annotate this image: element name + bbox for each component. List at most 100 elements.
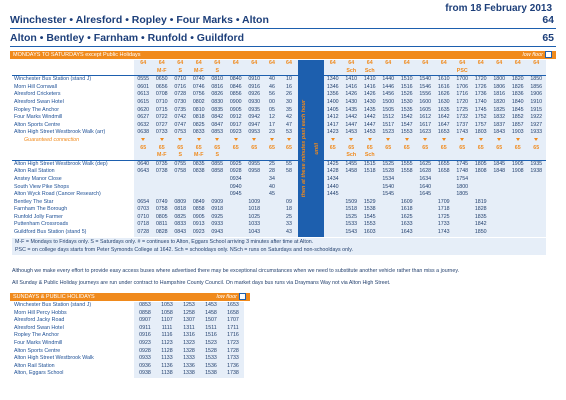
departure-time: 1754 — [453, 175, 472, 184]
departure-time: 1430 — [342, 98, 361, 107]
departure-time: 0643 — [134, 168, 153, 176]
departure-time: 0916 — [134, 332, 156, 340]
route-code — [434, 67, 453, 77]
departure-time — [508, 221, 527, 230]
departure-time: 1850 — [527, 75, 546, 84]
departure-time — [245, 175, 264, 184]
route-code: 65 — [189, 144, 208, 153]
departure-time — [280, 183, 298, 192]
departure-time: 0746 — [189, 83, 208, 92]
effective-date: from 18 February 2013 — [445, 3, 552, 14]
departure-time: 1903 — [508, 129, 527, 137]
departure-time — [471, 175, 490, 184]
route-code — [263, 152, 281, 161]
departure-time: 1526 — [397, 91, 416, 99]
connection-cell — [508, 136, 527, 145]
timetable-row: Ropley The Anchor 0916 1116 1316 1516 1716 — [12, 332, 244, 340]
departure-time — [527, 229, 546, 237]
route-code — [508, 67, 527, 77]
departure-time — [245, 191, 264, 199]
departure-time: 53 — [280, 129, 298, 137]
route-code: 64 — [527, 60, 546, 68]
departure-time — [527, 221, 546, 230]
departure-time — [471, 191, 490, 199]
departure-time: 1803 — [471, 129, 490, 137]
departure-time — [263, 229, 281, 237]
departure-time: 1435 — [342, 106, 361, 115]
departure-time: 0627 — [134, 114, 153, 122]
route-code — [490, 67, 509, 77]
connection-cell — [471, 136, 490, 145]
departure-time: 1511 — [200, 324, 222, 333]
departure-time: 1455 — [342, 160, 361, 169]
weekday-timetable: 64 64 64 64 64 64 64 64 64 then at these minutes … — [12, 60, 546, 237]
departure-time — [208, 175, 227, 184]
departure-time: 1752 — [471, 114, 490, 122]
departure-time: 0928 — [226, 168, 245, 176]
departure-time — [379, 229, 398, 237]
departure-time: 0805 — [152, 213, 171, 222]
departure-time: 0753 — [171, 129, 190, 137]
departure-time: 1836 — [508, 91, 527, 99]
departure-time: 09 — [280, 198, 298, 207]
timetable-row: Runfold Jolly Farmer 0710 0805 0825 0905 0925… — [12, 213, 546, 222]
departure-time: 1500 — [379, 98, 398, 107]
departure-time: 0858 — [208, 168, 227, 176]
timetable-row: 65 65 65 65 65 65 65 65 65 65 65 65 65 65 65 65 65 65 65 65… — [12, 144, 546, 153]
low-floor-label: low floor — [217, 293, 246, 301]
departure-time: 0935 — [245, 106, 264, 115]
connection-cell — [208, 136, 227, 145]
departure-time: 1728 — [222, 347, 244, 356]
route-code: 65 — [171, 144, 190, 153]
departure-time — [527, 198, 546, 207]
departure-time: 1736 — [222, 362, 244, 371]
connection-cell — [263, 136, 281, 145]
stop-name: Ropley The Anchor — [14, 106, 59, 113]
departure-time: 1545 — [360, 213, 379, 222]
departure-time: 0632 — [134, 121, 153, 130]
departure-time: 1700 — [453, 75, 472, 84]
departure-time: 0833 — [189, 129, 208, 137]
departure-time: 1938 — [527, 168, 546, 176]
departure-time: 1757 — [471, 121, 490, 130]
departure-time: 0905 — [226, 106, 245, 115]
departure-time — [416, 198, 435, 207]
departure-time: 1910 — [527, 98, 546, 107]
departure-time: 1523 — [379, 129, 398, 137]
departure-time: 1405 — [323, 106, 342, 115]
vertical-text: until — [314, 142, 320, 155]
departure-time: 0802 — [189, 98, 208, 107]
route-code: 64 — [280, 60, 298, 68]
route-code: 64 — [152, 60, 171, 68]
departure-time: 0855 — [208, 160, 227, 169]
departure-time — [360, 175, 379, 184]
departure-time: 1808 — [471, 168, 490, 176]
timetable-row: 64 64 64 64 64 64 64 64 64 then at these minutes … — [12, 60, 546, 237]
connection-arrow — [330, 137, 335, 141]
departure-time: 0955 — [245, 160, 264, 169]
stop-name: Alton Sports Centre — [14, 121, 61, 128]
departure-time: 1453 — [200, 302, 222, 310]
connection-arrow — [404, 137, 409, 141]
route-code: 65 — [379, 144, 398, 153]
departure-time: 1518 — [360, 168, 379, 176]
route-code — [226, 67, 245, 77]
stop-name: Morn Hill Cornwall — [14, 83, 57, 90]
departure-time — [226, 221, 245, 230]
route-code — [471, 152, 490, 161]
connection-cell — [342, 136, 361, 145]
note: M-F = Mondays to Fridays only. S = Satur… — [15, 239, 314, 245]
departure-time: 1647 — [434, 121, 453, 130]
departure-time — [508, 183, 527, 192]
departure-time: 0842 — [208, 114, 227, 122]
departure-time: 1618 — [397, 206, 416, 214]
route-code — [134, 67, 153, 77]
connection-arrow — [386, 137, 391, 141]
route-code: 65 — [342, 144, 361, 153]
departure-time — [434, 191, 453, 199]
connection-label: Guaranteed connection — [24, 136, 80, 143]
departure-time: 0650 — [152, 75, 171, 84]
connection-cell — [134, 136, 153, 145]
sunday-timetable: Winchester Bus Station (stand J) 0853 1053… — [12, 302, 244, 378]
departure-time: 0735 — [171, 106, 190, 115]
